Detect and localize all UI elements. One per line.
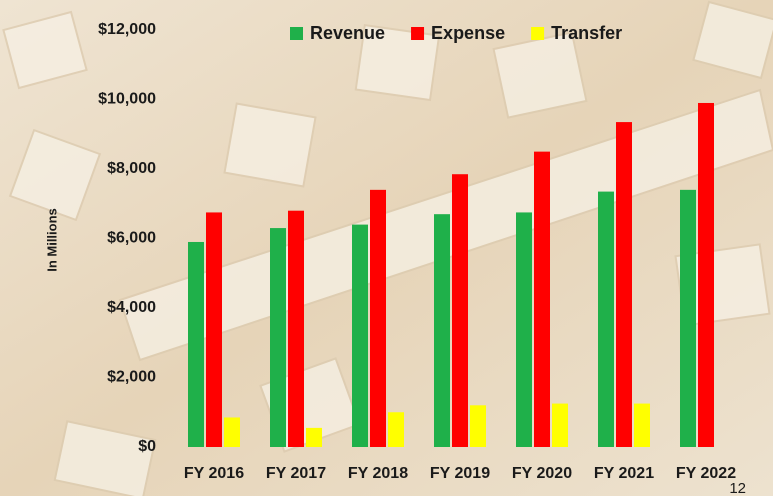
legend-label: Transfer [551,23,622,43]
bar [370,190,386,447]
y-tick-label: $2,000 [107,369,156,386]
bar [306,428,322,447]
x-tick-label: FY 2020 [512,465,572,482]
bar [206,212,222,447]
bar [698,103,714,447]
x-tick-label: FY 2022 [676,465,736,482]
bar [680,190,696,447]
bar [634,404,650,447]
bar [270,228,286,447]
page-number: 12 [729,480,746,496]
bar [616,122,632,447]
bar [516,212,532,447]
legend-swatch [531,27,544,40]
bar [552,404,568,447]
legend-label: Revenue [310,23,385,43]
legend-label: Expense [431,23,505,43]
bar [534,152,550,447]
y-axis-label: In Millions [44,208,59,272]
x-tick-label: FY 2016 [184,465,244,482]
y-tick-label: $8,000 [107,160,156,177]
page: In Millions 12 $0 $2,000 $4,000 $6,000 $8,00… [0,0,773,496]
bar [452,174,468,447]
bar [470,405,486,447]
bar [224,417,240,447]
bar [288,211,304,447]
y-tick-label: $4,000 [107,299,156,316]
legend-swatch [290,27,303,40]
bar [188,242,204,447]
y-tick-label: $0 [138,438,156,455]
bar [598,192,614,447]
x-tick-label: FY 2017 [266,465,326,482]
x-tick-label: FY 2018 [348,465,408,482]
x-tick-label: FY 2021 [594,465,654,482]
bar [352,225,368,447]
y-tick-label: $6,000 [107,230,156,247]
y-tick-label: $12,000 [98,21,156,38]
bar [388,412,404,447]
x-tick-label: FY 2019 [430,465,490,482]
y-tick-label: $10,000 [98,91,156,108]
bar [434,214,450,447]
chart: In Millions 12 $0 $2,000 $4,000 $6,000 $8,00… [0,0,773,496]
legend-swatch [411,27,424,40]
